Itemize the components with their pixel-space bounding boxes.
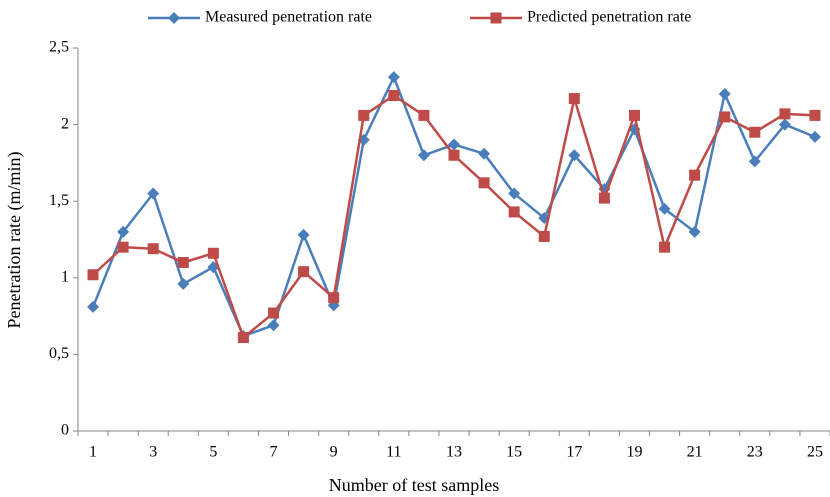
point: [688, 225, 701, 238]
x-tick-label: 5: [209, 444, 217, 461]
point: [748, 155, 761, 168]
point: [448, 138, 460, 151]
point: [508, 187, 521, 200]
x-tick-label: 21: [687, 444, 703, 461]
x-tick-label: 25: [807, 444, 823, 461]
point: [749, 126, 761, 138]
point: [778, 118, 791, 131]
point: [628, 109, 640, 121]
point: [418, 109, 430, 121]
point: [117, 241, 129, 253]
point: [478, 147, 491, 160]
point: [538, 230, 550, 242]
point: [598, 192, 610, 204]
series-line: [92, 93, 816, 340]
x-tick-label: 3: [149, 444, 157, 461]
point: [417, 149, 430, 162]
y-axis-title: Penetration rate (m/min): [4, 152, 25, 329]
point: [87, 300, 100, 313]
x-tick-label: 17: [566, 444, 582, 461]
point: [87, 269, 99, 281]
point: [808, 130, 821, 143]
point: [388, 89, 400, 101]
y-tick-label: 0: [61, 422, 69, 439]
y-tick-label: 1: [61, 268, 69, 285]
series-line: [91, 73, 816, 338]
point: [718, 87, 731, 100]
point: [358, 109, 370, 121]
x-tick-label: 13: [446, 444, 462, 461]
point: [207, 247, 219, 259]
point: [448, 149, 460, 161]
point: [177, 256, 189, 268]
point: [297, 228, 310, 241]
legend-marker: [168, 12, 180, 24]
point: [689, 169, 701, 181]
x-tick-label: 23: [747, 444, 763, 461]
legend-marker: [490, 12, 502, 24]
point: [298, 266, 310, 278]
point: [147, 187, 160, 200]
x-tick-label: 9: [330, 444, 338, 461]
point: [387, 71, 400, 84]
point: [719, 111, 731, 123]
point: [268, 307, 280, 319]
x-tick-label: 7: [270, 444, 278, 461]
point: [779, 108, 791, 120]
y-tick-label: 1,5: [49, 192, 69, 209]
point: [478, 177, 490, 189]
point: [508, 206, 520, 218]
x-tick-label: 19: [626, 444, 642, 461]
point: [117, 225, 130, 238]
point: [568, 93, 580, 105]
point: [659, 241, 671, 253]
legend-label: Predicted penetration rate: [527, 9, 691, 26]
point: [809, 109, 821, 121]
x-tick-label: 1: [89, 444, 97, 461]
point: [177, 277, 190, 290]
point: [237, 332, 249, 344]
y-tick-label: 0,5: [49, 345, 69, 362]
x-tick-label: 15: [506, 444, 522, 461]
point: [568, 149, 581, 162]
point: [147, 243, 159, 255]
point: [267, 319, 280, 332]
point: [658, 202, 671, 215]
y-tick-label: 2: [61, 115, 69, 132]
legend-label: Measured penetration rate: [205, 9, 372, 26]
x-tick-label: 11: [386, 444, 401, 461]
y-tick-label: 2,5: [49, 39, 69, 56]
point: [328, 292, 340, 304]
x-axis-title: Number of test samples: [329, 475, 499, 495]
